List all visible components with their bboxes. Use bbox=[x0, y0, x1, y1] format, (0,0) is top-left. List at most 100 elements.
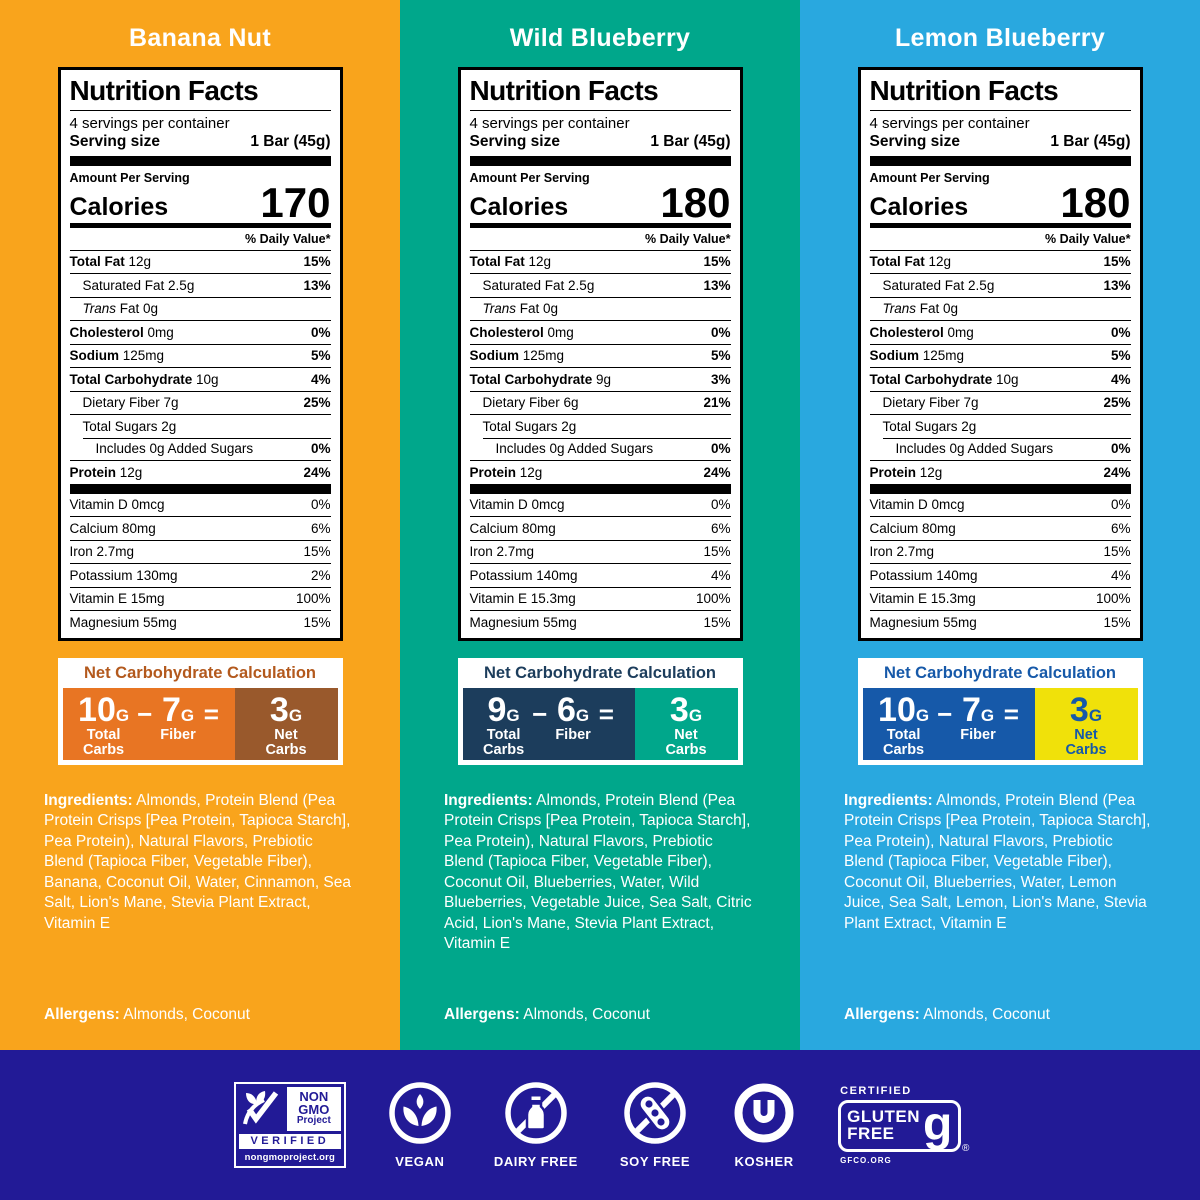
nutrient-row: Saturated Fat 2.5g 13% bbox=[869, 273, 1131, 297]
nutrient-row: Total Carbohydrate 10g 4% bbox=[69, 367, 331, 391]
allergens-label: Allergens: bbox=[44, 1006, 120, 1023]
vitamin-row: Vitamin E 15mg 100% bbox=[69, 586, 331, 611]
daily-value-header: % Daily Value* bbox=[245, 231, 331, 246]
total-carbs-group: 9G Total Carbs bbox=[483, 693, 524, 760]
vitamin-row: Magnesium 55mg 15% bbox=[869, 610, 1131, 634]
net-carbs-value: 3 bbox=[1069, 690, 1089, 729]
servings-per-container: 4 servings per container bbox=[69, 115, 230, 132]
nutrient-row: Total Sugars 2g bbox=[869, 414, 1131, 438]
servings-per-container: 4 servings per container bbox=[469, 115, 630, 132]
vitamin-row: Calcium 80mg 6% bbox=[469, 516, 731, 540]
net-carbs-value: 3 bbox=[669, 690, 689, 729]
flavor-title: Lemon Blueberry bbox=[894, 24, 1106, 52]
calories-label: Calories bbox=[69, 192, 169, 221]
dairy-free-icon bbox=[505, 1082, 567, 1144]
minus-sign: − bbox=[137, 698, 153, 729]
net-carb-body: 10G Total Carbs − 7G Fiber = 3G Net Carb… bbox=[62, 687, 338, 760]
nutrition-facts-title: Nutrition Facts bbox=[469, 75, 731, 111]
ingredients-paragraph: Ingredients: Almonds, Protein Blend (Pea… bbox=[800, 791, 1200, 934]
unit-g: G bbox=[506, 705, 520, 725]
minus-sign: − bbox=[937, 698, 953, 729]
serving-size-row: Serving size 1 Bar (45g) bbox=[870, 132, 1131, 156]
vegan-label: VEGAN bbox=[395, 1154, 445, 1169]
net-carbs-result: 3G Net Carbs bbox=[1034, 687, 1138, 760]
gluten-free-word1: GLUTEN bbox=[847, 1107, 921, 1126]
net-carb-title: Net Carbohydrate Calculation bbox=[884, 663, 1116, 682]
gfco-org-text: GFCO.ORG bbox=[840, 1156, 892, 1165]
vitamin-row: Iron 2.7mg 15% bbox=[869, 539, 1131, 564]
nutrient-row: Dietary Fiber 7g 25% bbox=[69, 390, 331, 415]
nutrient-row: Total Carbohydrate 10g 4% bbox=[869, 367, 1131, 391]
vitamin-row: Magnesium 55mg 15% bbox=[69, 610, 331, 634]
total-carbs-value: 10 bbox=[78, 690, 116, 729]
calories-label: Calories bbox=[469, 192, 569, 221]
nutrient-row: Cholesterol 0mg 0% bbox=[69, 320, 331, 344]
allergens-text: Almonds, Coconut bbox=[523, 1006, 650, 1023]
equals-sign: = bbox=[598, 698, 614, 729]
serving-size-row: Serving size 1 Bar (45g) bbox=[70, 132, 331, 156]
vitamin-row: Vitamin D 0mcg 0% bbox=[469, 497, 731, 513]
serving-size-row: Serving size 1 Bar (45g) bbox=[470, 132, 731, 156]
nutrient-row: Sodium 125mg 5% bbox=[469, 343, 731, 368]
vitamin-row: Calcium 80mg 6% bbox=[69, 516, 331, 540]
fiber-value: 6 bbox=[556, 690, 576, 729]
vitamin-row: Vitamin D 0mcg 0% bbox=[869, 497, 1131, 513]
serving-size-label: Serving size bbox=[869, 133, 960, 150]
net-carb-equation: 10G Total Carbs − 7G Fiber = bbox=[862, 687, 1035, 760]
ingredients-label: Ingredients: bbox=[44, 791, 133, 809]
vegan-leaf-icon bbox=[389, 1082, 451, 1144]
vitamin-row: Vitamin E 15.3mg 100% bbox=[469, 586, 731, 611]
amount-per-serving-label: Amount Per Serving bbox=[869, 171, 990, 185]
gluten-free-seal: CERTIFIED GLUTEN FREE g ® GFCO.ORG bbox=[838, 1085, 969, 1165]
nutrient-row: Sodium 125mg 5% bbox=[869, 343, 1131, 368]
nutrient-row: Total Fat 12g 15% bbox=[469, 249, 731, 274]
dairy-free-badge: DAIRY FREE bbox=[494, 1081, 578, 1169]
unit-g: G bbox=[575, 705, 590, 725]
registered-mark: ® bbox=[962, 1143, 970, 1154]
nutrient-row: Dietary Fiber 6g 21% bbox=[469, 390, 731, 415]
total-carbs-value: 10 bbox=[878, 690, 916, 729]
fiber-value: 7 bbox=[961, 690, 981, 729]
nutrient-rows: Total Fat 12g 15% Saturated Fat 2.5g 13% Tra… bbox=[469, 249, 731, 484]
certifications-footer: NON GMO Project VERIFIED nongmoproject.o… bbox=[0, 1050, 1200, 1200]
vitamin-row: Calcium 80mg 6% bbox=[869, 516, 1131, 540]
dairy-free-label: DAIRY FREE bbox=[493, 1154, 578, 1169]
nutrient-rows: Total Fat 12g 15% Saturated Fat 2.5g 13% Tra… bbox=[69, 249, 331, 484]
total-carbs-label: Total Carbs bbox=[883, 726, 925, 759]
kosher-label: KOSHER bbox=[734, 1154, 794, 1169]
total-carbs-group: 10G Total Carbs bbox=[78, 693, 129, 760]
serving-size-label: Serving size bbox=[469, 133, 560, 150]
flavor-title: Wild Blueberry bbox=[509, 24, 691, 52]
unit-g: G bbox=[915, 705, 930, 725]
amount-per-serving-label: Amount Per Serving bbox=[69, 171, 190, 185]
calories-row: Calories 180 bbox=[870, 182, 1131, 223]
gluten-free-box: GLUTEN FREE g ® bbox=[838, 1100, 969, 1154]
nutrient-row: Saturated Fat 2.5g 13% bbox=[69, 273, 331, 297]
divider-thick bbox=[869, 156, 1131, 166]
divider-medium bbox=[469, 222, 731, 228]
divider-thick bbox=[869, 483, 1131, 494]
nutrient-row: Protein 12g 24% bbox=[69, 460, 331, 484]
calories-row: Calories 170 bbox=[69, 182, 331, 223]
non-gmo-verified-text: VERIFIED bbox=[238, 1134, 341, 1149]
fiber-label: Fiber bbox=[960, 726, 996, 743]
nutrient-row: Protein 12g 24% bbox=[869, 460, 1131, 484]
nutrient-row: Total Sugars 2g bbox=[69, 414, 331, 438]
net-carbs-label: Net Carbs bbox=[1065, 726, 1107, 759]
flavor-panel: Lemon Blueberry Nutrition Facts 4 servin… bbox=[800, 0, 1200, 1050]
divider-thick bbox=[69, 156, 331, 166]
non-gmo-line2: GMO bbox=[298, 1102, 330, 1117]
net-carbs-result: 3G Net Carbs bbox=[234, 687, 338, 760]
vitamin-row: Potassium 140mg 4% bbox=[869, 563, 1131, 587]
flavor-panel: Banana Nut Nutrition Facts 4 servings pe… bbox=[0, 0, 400, 1050]
equals-sign: = bbox=[203, 698, 219, 729]
nutrient-row: Includes 0g Added Sugars 0% bbox=[870, 437, 1131, 461]
net-carb-calculator: Net Carbohydrate Calculation 10G Total C… bbox=[57, 657, 343, 765]
equals-sign: = bbox=[1003, 698, 1019, 729]
fiber-label: Fiber bbox=[555, 726, 591, 743]
serving-size-value: 1 Bar (45g) bbox=[650, 133, 731, 150]
kosher-ou-icon bbox=[734, 1083, 794, 1143]
non-gmo-line3: Project bbox=[296, 1115, 331, 1126]
net-carb-calculator: Net Carbohydrate Calculation 10G Total C… bbox=[857, 657, 1143, 765]
non-gmo-line1: NON bbox=[299, 1089, 329, 1104]
